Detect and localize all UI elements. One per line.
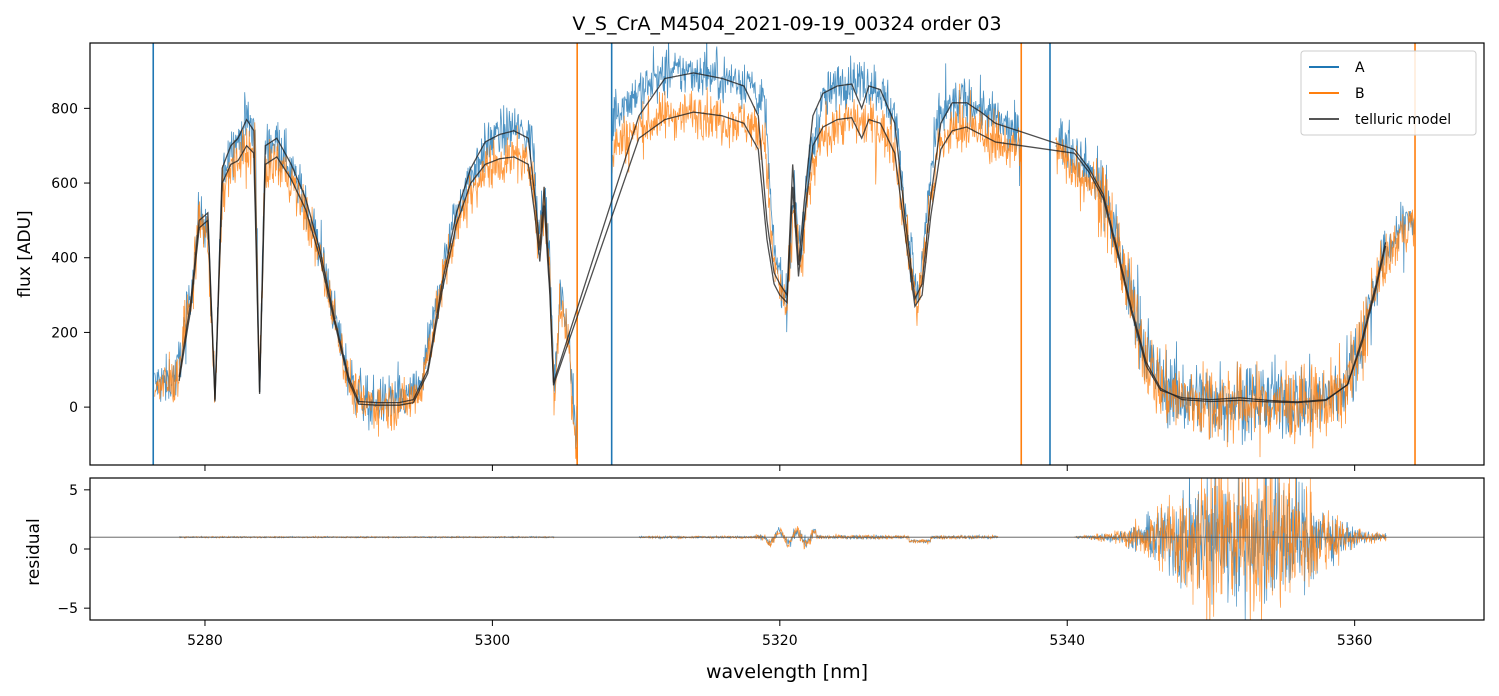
telluric-model-b-line xyxy=(178,111,1387,406)
main-y-tick-label: 200 xyxy=(51,325,78,341)
legend-label-telluric: telluric model xyxy=(1355,112,1451,128)
main-plot-frame xyxy=(89,42,1485,466)
x-tick-label: 5320 xyxy=(762,633,798,649)
main-y-tick-label: 600 xyxy=(51,176,78,192)
residual-plot-frame xyxy=(89,477,1485,621)
legend-label-a: A xyxy=(1355,60,1365,76)
main-y-tick-label: 0 xyxy=(69,400,78,416)
main-y-tick-label: 800 xyxy=(51,101,78,117)
res-y-tick-label: 5 xyxy=(69,483,78,499)
x-tick-label: 5300 xyxy=(475,633,511,649)
x-axis-label: wavelength [nm] xyxy=(706,661,868,683)
x-tick-label: 5340 xyxy=(1049,633,1085,649)
residual-plot-panel: 5280 5300 5320 5340 5360 −5 0 5 residual wavele… xyxy=(24,477,1485,683)
telluric-model-a-line xyxy=(178,72,1387,404)
series-a-line xyxy=(154,43,1416,449)
legend: A B telluric model xyxy=(1300,50,1477,136)
legend-label-b: B xyxy=(1355,86,1365,102)
x-tick-label: 5280 xyxy=(187,633,223,649)
res-y-tick-label: 0 xyxy=(69,542,78,558)
res-y-tick-label: −5 xyxy=(57,601,78,617)
y-axis-label-residual: residual xyxy=(24,518,44,585)
x-tick-label: 5360 xyxy=(1337,633,1373,649)
chart-title: V_S_CrA_M4504_2021-09-19_00324 order 03 xyxy=(572,13,1001,35)
main-y-tick-label: 400 xyxy=(51,251,78,267)
y-axis-label-flux: flux [ADU] xyxy=(15,210,35,297)
